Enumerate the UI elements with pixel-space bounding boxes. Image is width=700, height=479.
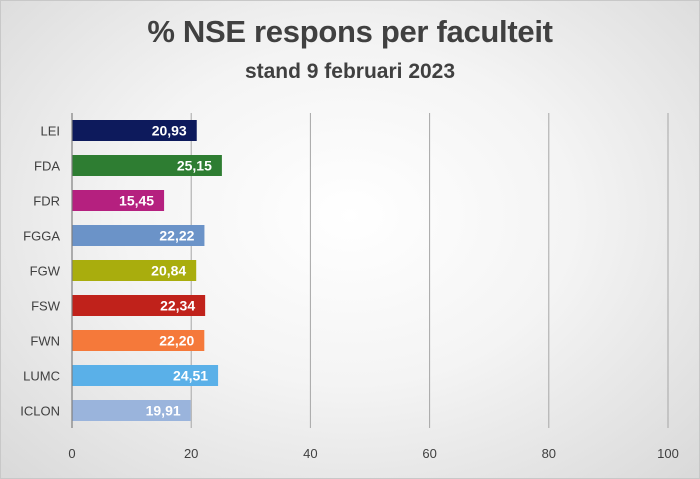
data-label: 22,22	[159, 228, 194, 244]
bar-iclon	[72, 400, 191, 421]
data-label: 15,45	[119, 193, 154, 209]
category-label: FDR	[33, 194, 60, 209]
bar-fdr	[72, 190, 165, 211]
bar-lei	[72, 120, 197, 141]
data-label: 24,51	[173, 368, 208, 384]
category-label: FWN	[30, 334, 60, 349]
bar-lumc	[72, 365, 219, 386]
bar-fda	[72, 155, 222, 176]
bar-fgw	[72, 260, 197, 281]
data-label: 20,93	[152, 123, 187, 139]
category-label: FGW	[30, 264, 61, 279]
bar-fgga	[72, 225, 205, 246]
category-label: FGGA	[23, 229, 60, 244]
x-tick-label: 80	[542, 446, 556, 461]
category-label: ICLON	[20, 404, 60, 419]
data-label: 19,91	[146, 403, 181, 419]
bar-fsw	[72, 295, 206, 316]
bar-fwn	[72, 330, 205, 351]
data-label: 25,15	[177, 158, 212, 174]
x-tick-label: 20	[184, 446, 198, 461]
chart-title: % NSE respons per faculteit	[147, 14, 553, 49]
category-label: LEI	[40, 124, 60, 139]
category-label: FDA	[34, 159, 60, 174]
data-label: 22,34	[160, 298, 195, 314]
x-tick-label: 60	[422, 446, 436, 461]
chart-subtitle: stand 9 februari 2023	[244, 60, 456, 83]
category-label: LUMC	[23, 369, 60, 384]
data-label: 22,20	[159, 333, 194, 349]
x-tick-label: 40	[303, 446, 317, 461]
x-tick-label: 100	[657, 446, 679, 461]
data-label: 20,84	[151, 263, 186, 279]
x-tick-label: 0	[68, 446, 75, 461]
category-label: FSW	[31, 299, 61, 314]
